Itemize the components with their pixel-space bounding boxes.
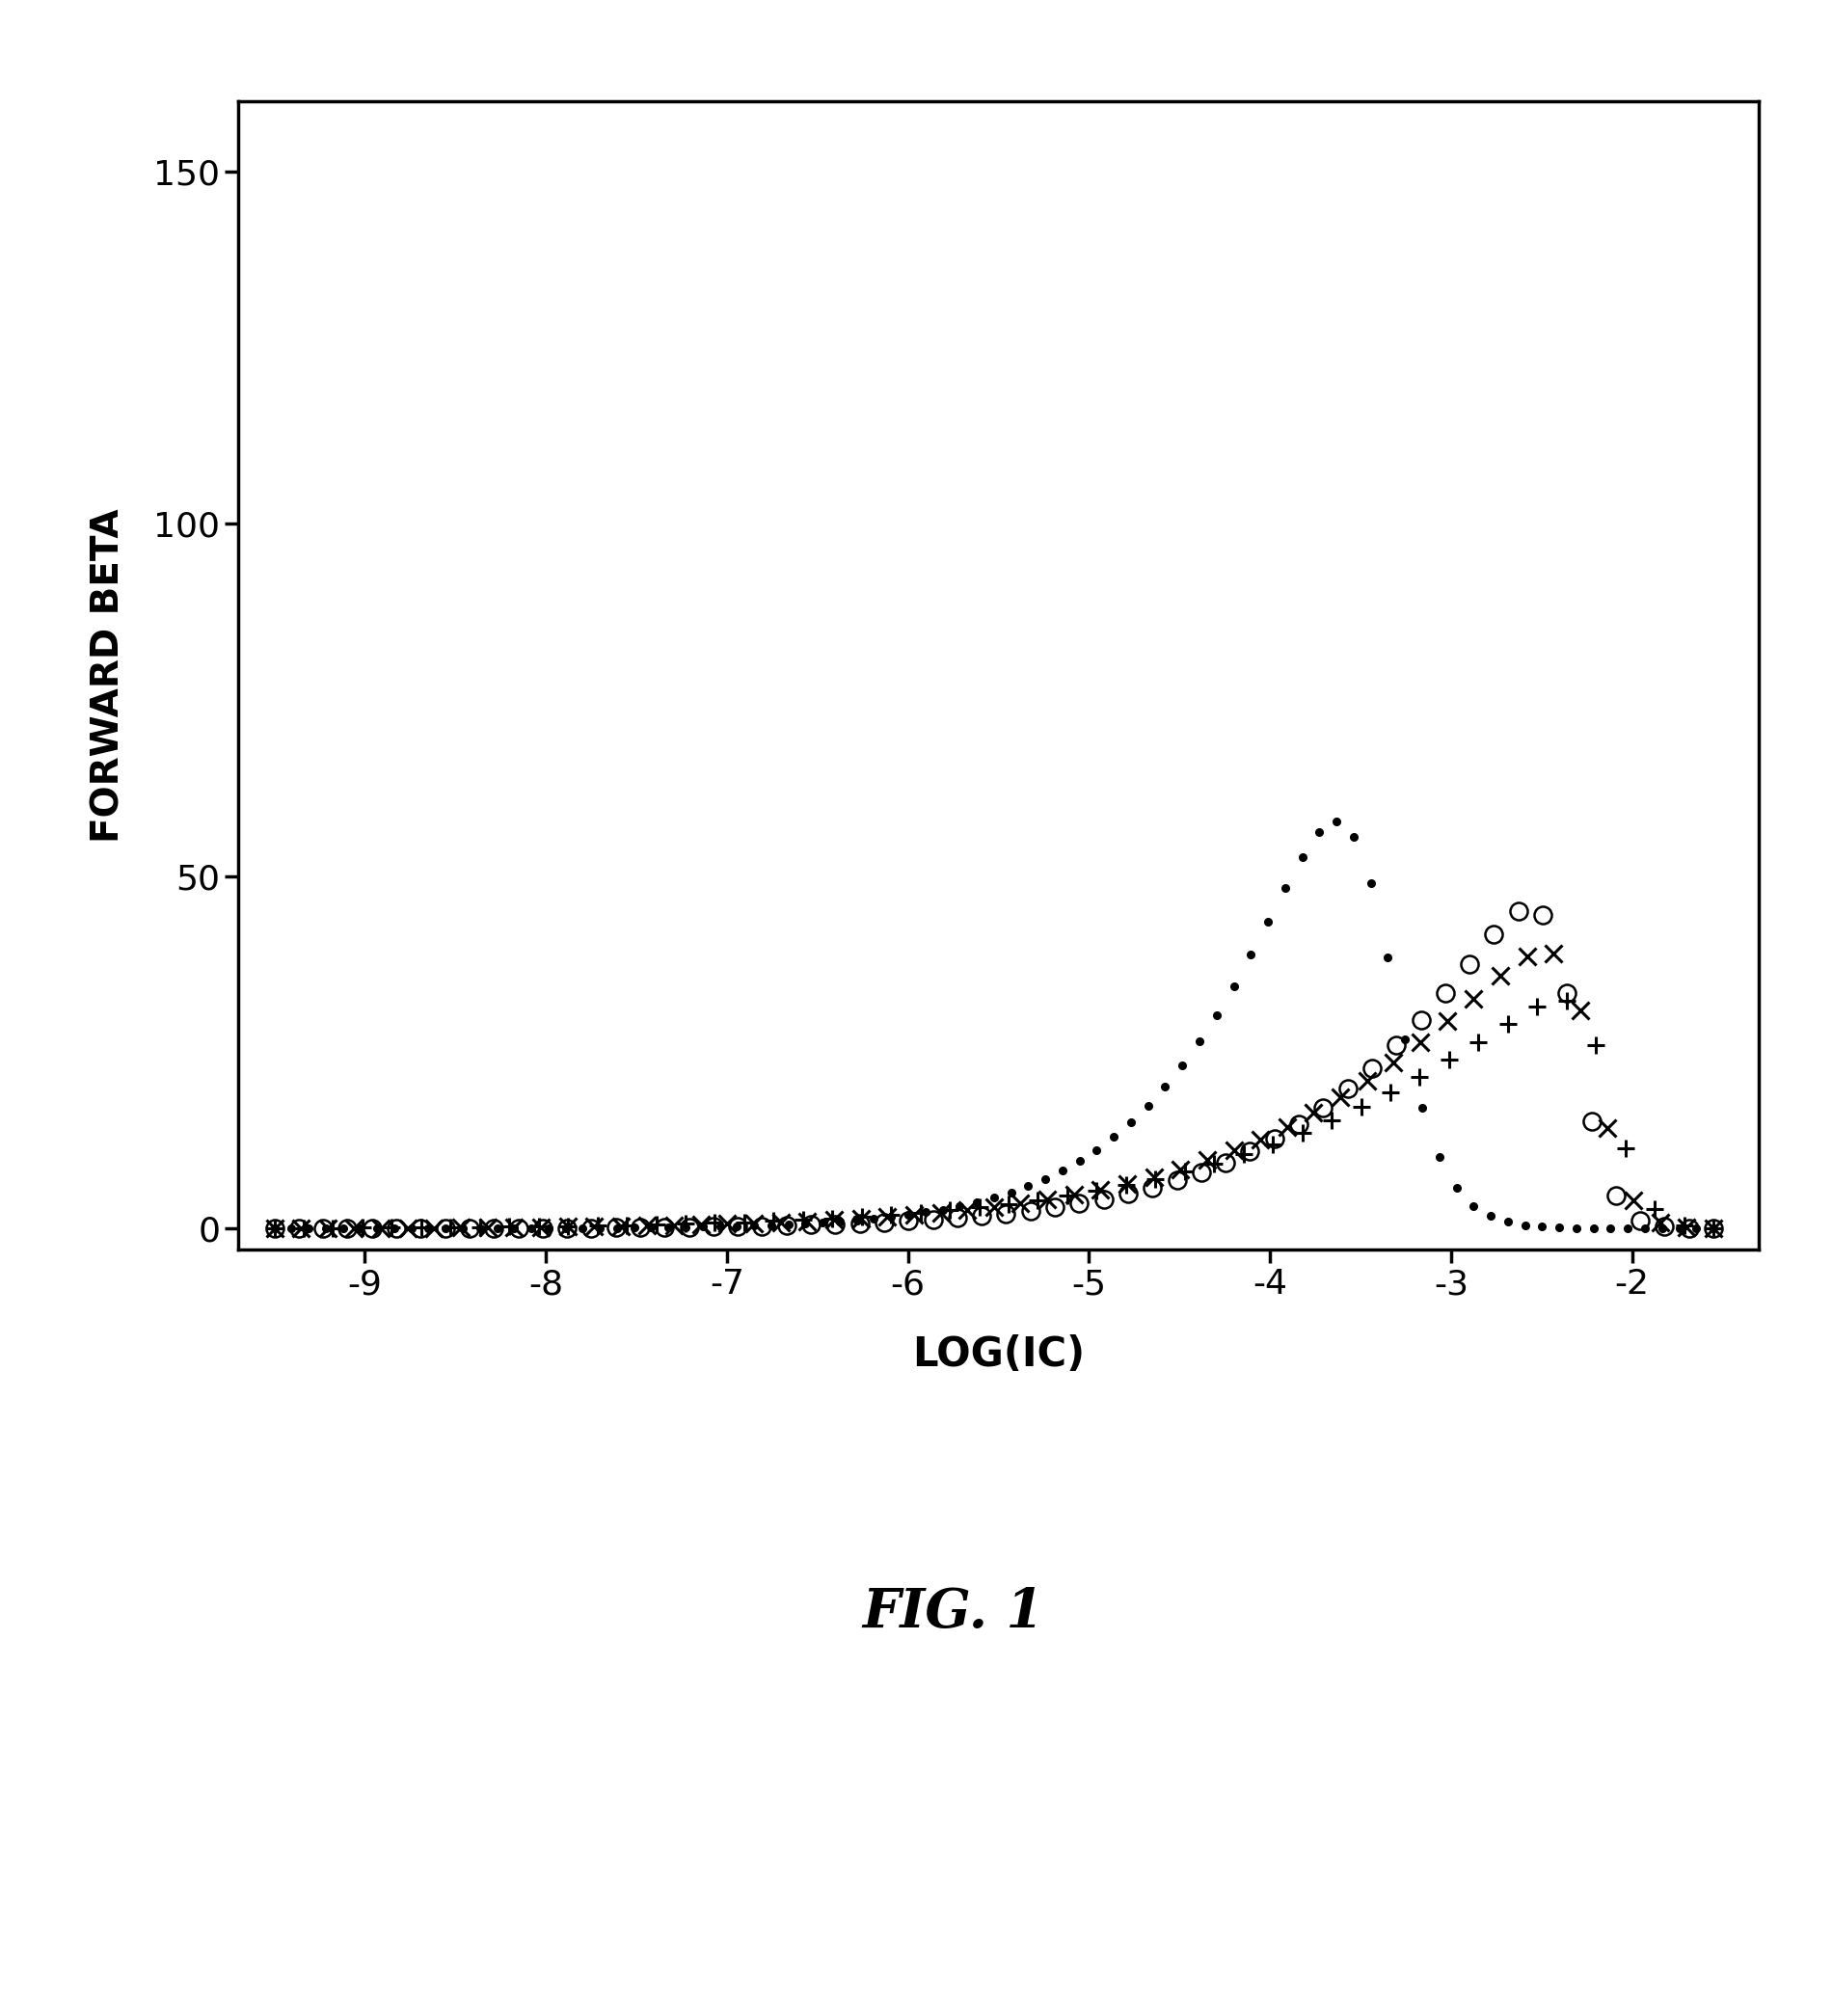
Y-axis label: FORWARD BETA: FORWARD BETA <box>90 508 126 843</box>
Text: FIG. 1: FIG. 1 <box>861 1587 1044 1639</box>
X-axis label: LOG(IC): LOG(IC) <box>912 1335 1085 1375</box>
